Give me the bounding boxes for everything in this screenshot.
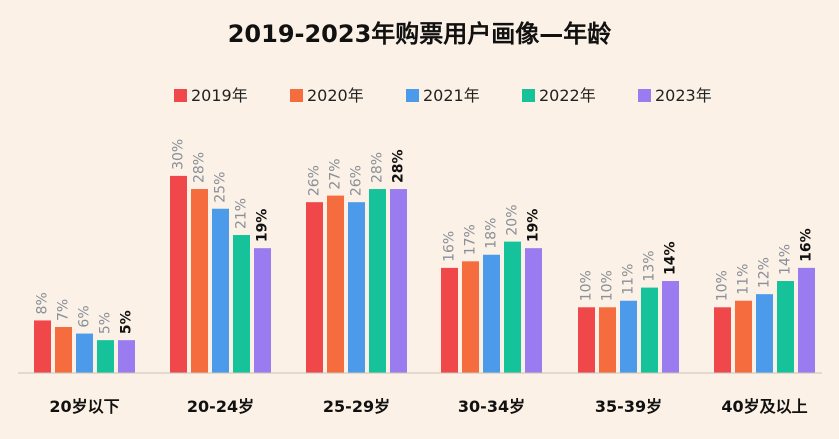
data-label-2-0: 26%	[307, 165, 323, 196]
bar-4-2	[620, 300, 637, 373]
data-label-4-4: 14%	[663, 242, 679, 276]
bar-4-4	[662, 281, 679, 373]
data-label-4-0: 10%	[579, 270, 595, 301]
data-label-3-2: 18%	[484, 218, 500, 249]
legend: 2019年 2020年 2021年 2022年 2023年	[174, 86, 712, 105]
legend-label-3: 2022年	[539, 86, 596, 105]
x-axis-labels: 20岁以下 20-24岁 25-29岁 30-34岁 35-39岁 40岁及以上	[49, 397, 807, 416]
bar-3-2	[483, 254, 500, 373]
data-label-0-0: 8%	[35, 292, 51, 314]
data-label-3-0: 16%	[442, 231, 458, 262]
bar-0-3	[97, 340, 114, 373]
data-label-5-3: 14%	[778, 244, 794, 275]
bar-1-1	[191, 189, 208, 373]
legend-label-1: 2020年	[307, 86, 364, 105]
bar-0-4	[118, 340, 135, 373]
data-label-1-0: 30%	[171, 139, 187, 170]
bar-4-0	[578, 307, 595, 373]
bar-2-1	[327, 195, 344, 373]
data-label-4-1: 10%	[600, 270, 616, 301]
bar-2-4	[390, 189, 407, 373]
data-label-0-1: 7%	[56, 299, 72, 321]
bar-1-2	[212, 208, 229, 373]
bar-5-0	[714, 307, 731, 373]
legend-swatch-4	[638, 89, 651, 102]
data-label-4-2: 11%	[621, 264, 637, 295]
legend-label-0: 2019年	[191, 86, 248, 105]
bar-2-3	[369, 189, 386, 373]
data-label-2-2: 26%	[349, 165, 365, 196]
legend-label-4: 2023年	[655, 86, 712, 105]
category-label-2: 25-29岁	[323, 397, 390, 416]
chart-title: 2019-2023年购票用户画像—年龄	[228, 20, 613, 48]
data-label-1-1: 28%	[192, 152, 208, 183]
data-label-4-3: 13%	[642, 250, 658, 281]
bar-4-3	[641, 287, 658, 373]
bar-3-4	[525, 248, 542, 373]
bar-5-3	[777, 281, 794, 373]
bar-5-4	[798, 267, 815, 373]
legend-swatch-0	[174, 89, 187, 102]
category-label-3: 30-34岁	[458, 397, 525, 416]
data-label-3-1: 17%	[463, 224, 479, 255]
bar-1-3	[233, 235, 250, 373]
data-label-0-2: 6%	[77, 305, 93, 327]
bar-5-2	[756, 294, 773, 373]
category-label-5: 40岁及以上	[721, 397, 807, 416]
data-label-2-3: 28%	[370, 152, 386, 183]
category-label-1: 20-24岁	[187, 397, 254, 416]
bar-1-0	[170, 175, 187, 373]
data-label-3-4: 19%	[526, 209, 542, 243]
data-label-1-4: 19%	[255, 209, 271, 243]
legend-swatch-1	[290, 89, 303, 102]
data-label-0-3: 5%	[98, 312, 114, 334]
legend-label-2: 2021年	[423, 86, 480, 105]
legend-swatch-2	[406, 89, 419, 102]
data-label-2-1: 27%	[328, 158, 344, 189]
category-label-0: 20岁以下	[49, 397, 119, 416]
bar-1-4	[254, 248, 271, 373]
legend-swatch-3	[522, 89, 535, 102]
bar-3-3	[504, 241, 521, 373]
bar-5-1	[735, 300, 752, 373]
category-label-4: 35-39岁	[595, 397, 662, 416]
bar-3-0	[441, 267, 458, 373]
bar-2-2	[348, 202, 365, 373]
data-label-5-4: 16%	[799, 228, 815, 262]
bar-0-0	[34, 320, 51, 373]
data-label-1-3: 21%	[234, 198, 250, 229]
bars-group: 8% 7% 6% 5% 5%30% 28%25%21% 19%26% 27% 26% 28% 28%…	[34, 139, 815, 373]
data-label-3-3: 20%	[505, 204, 521, 235]
data-label-5-1: 11%	[736, 264, 752, 295]
data-label-5-0: 10%	[715, 270, 731, 301]
data-label-0-4: 5%	[119, 310, 135, 334]
bar-0-2	[76, 333, 93, 373]
bar-3-1	[462, 261, 479, 373]
bar-0-1	[55, 327, 72, 373]
bar-4-1	[599, 307, 616, 373]
bar-2-0	[306, 202, 323, 373]
data-label-5-2: 12%	[757, 257, 773, 288]
data-label-1-2: 25%	[213, 172, 229, 203]
data-label-2-4: 28%	[391, 150, 407, 184]
